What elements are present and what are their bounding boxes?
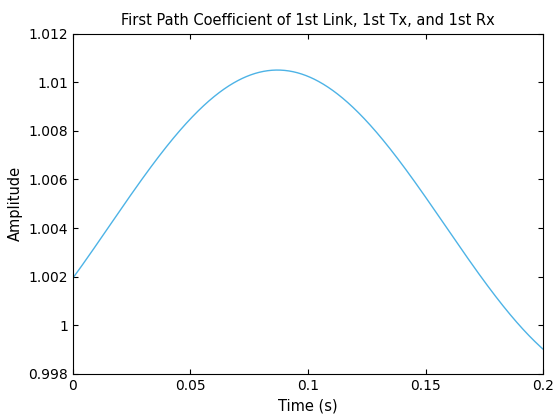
X-axis label: Time (s): Time (s) [278,398,338,413]
Title: First Path Coefficient of 1st Link, 1st Tx, and 1st Rx: First Path Coefficient of 1st Link, 1st … [121,13,495,28]
Y-axis label: Amplitude: Amplitude [8,166,22,241]
